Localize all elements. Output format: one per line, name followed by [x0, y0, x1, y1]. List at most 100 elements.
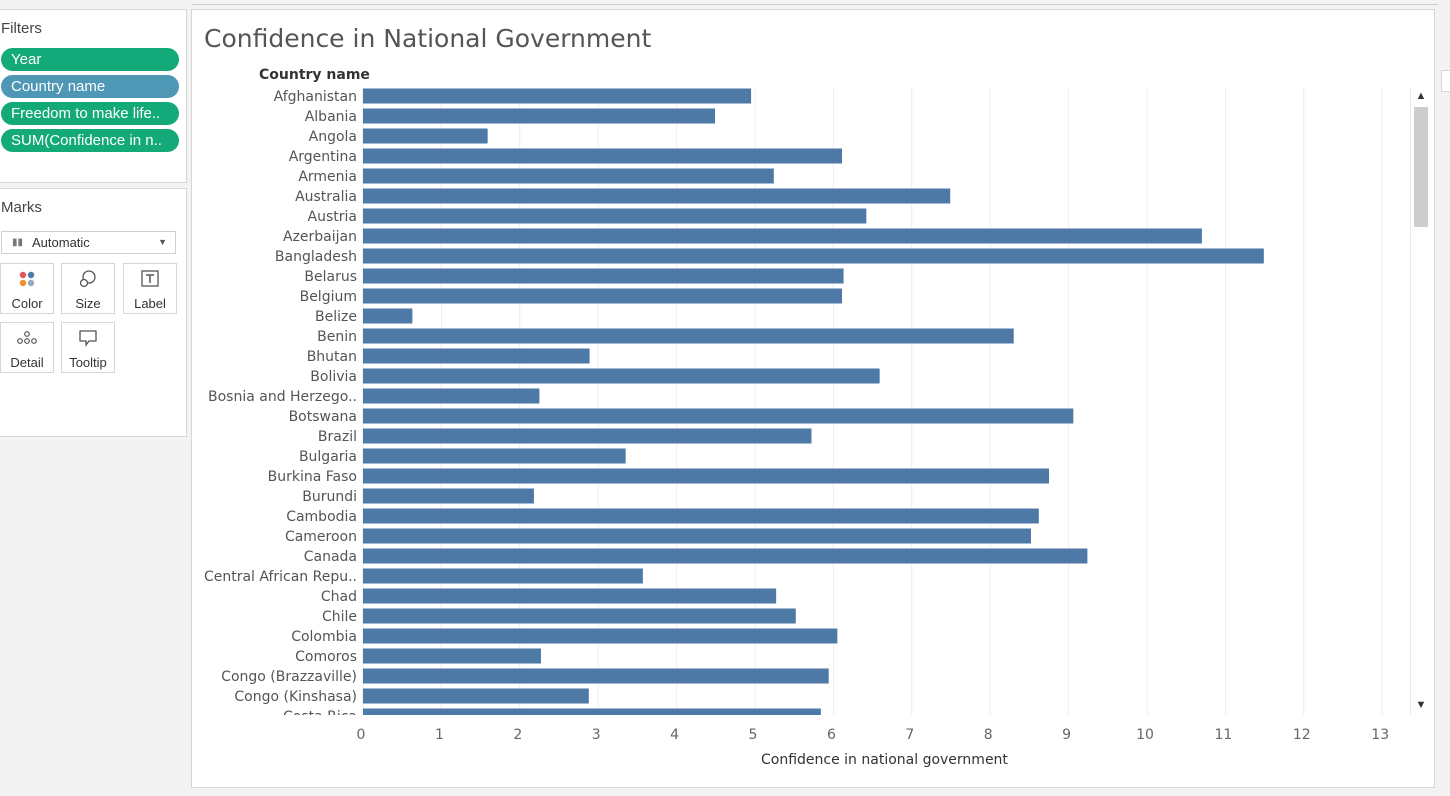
country-label[interactable]: Canada — [304, 549, 357, 565]
x-tick-label: 11 — [1214, 727, 1232, 743]
country-label[interactable]: Comoros — [295, 649, 357, 665]
bar-chile[interactable] — [363, 608, 796, 624]
country-label[interactable]: Costa Rica — [283, 709, 357, 725]
country-label[interactable]: Austria — [308, 209, 357, 225]
page-title: Confidence in National Government — [204, 24, 652, 53]
bar-benin[interactable] — [363, 328, 1014, 344]
country-label[interactable]: Brazil — [318, 429, 357, 445]
country-label[interactable]: Bosnia and Herzego.. — [208, 389, 357, 405]
x-tick-label: 6 — [827, 727, 836, 743]
bar-colombia[interactable] — [363, 628, 838, 644]
country-label[interactable]: Central African Repu.. — [204, 569, 357, 585]
country-label[interactable]: Botswana — [289, 409, 357, 425]
size-label: Size — [75, 296, 101, 311]
bar-central-african-repu-[interactable] — [363, 568, 643, 584]
country-label[interactable]: Burundi — [302, 489, 357, 505]
row-header-label: Country name — [259, 67, 370, 83]
scrollbar-thumb[interactable] — [1414, 107, 1428, 227]
bar-cameroon[interactable] — [363, 528, 1031, 544]
detail-icon — [1, 328, 53, 348]
size-icon — [62, 269, 114, 289]
bar-azerbaijan[interactable] — [363, 228, 1202, 244]
mark-type-dropdown[interactable]: ▮▮ Automatic ▼ — [1, 231, 176, 254]
marks-title: Marks — [1, 199, 42, 216]
country-label[interactable]: Chile — [322, 609, 357, 625]
bar-argentina[interactable] — [363, 148, 843, 164]
country-label[interactable]: Congo (Kinshasa) — [234, 689, 357, 705]
bar-costa-rica[interactable] — [363, 708, 821, 724]
detail-button[interactable]: Detail — [0, 322, 54, 373]
bar-cambodia[interactable] — [363, 508, 1039, 524]
country-label[interactable]: Chad — [321, 589, 357, 605]
color-button[interactable]: Color — [0, 263, 54, 314]
bar-brazil[interactable] — [363, 428, 812, 444]
x-tick-label: 2 — [513, 727, 522, 743]
country-label[interactable]: Belgium — [300, 289, 357, 305]
bar-canada[interactable] — [363, 548, 1088, 564]
chart-view: Confidence in National Government Countr… — [191, 9, 1435, 788]
country-label[interactable]: Belarus — [304, 269, 357, 285]
bar-belarus[interactable] — [363, 268, 844, 284]
bar-bangladesh[interactable] — [363, 248, 1264, 264]
bar-congo-kinshasa-[interactable] — [363, 688, 589, 704]
country-label[interactable]: Australia — [295, 189, 357, 205]
country-label[interactable]: Armenia — [298, 169, 357, 185]
x-tick-label: 8 — [984, 727, 993, 743]
size-button[interactable]: Size — [61, 263, 115, 314]
filter-pill-year[interactable]: Year — [1, 48, 179, 71]
country-label[interactable]: Bulgaria — [299, 449, 357, 465]
mark-type-label: Automatic — [32, 235, 90, 250]
country-label[interactable]: Colombia — [291, 629, 357, 645]
country-label[interactable]: Bolivia — [310, 369, 357, 385]
bar-botswana[interactable] — [363, 408, 1074, 424]
bar-burkina-faso[interactable] — [363, 468, 1049, 484]
country-label[interactable]: Albania — [305, 109, 357, 125]
bar-angola[interactable] — [363, 128, 488, 144]
scroll-up-icon[interactable]: ▲ — [1415, 90, 1427, 102]
bar-burundi[interactable] — [363, 488, 534, 504]
filter-pill-freedom[interactable]: Freedom to make life.. — [1, 102, 179, 125]
label-icon — [124, 269, 176, 289]
country-label[interactable]: Belize — [315, 309, 357, 325]
vertical-scrollbar[interactable]: ▲ ▼ — [1410, 87, 1431, 714]
country-label[interactable]: Congo (Brazzaville) — [221, 669, 357, 685]
bar-australia[interactable] — [363, 188, 951, 204]
tooltip-icon — [62, 328, 114, 348]
bar-bhutan[interactable] — [363, 348, 590, 364]
row-header-country-name[interactable]: Country name — [259, 67, 370, 83]
x-tick-label: 3 — [592, 727, 601, 743]
filter-pill-confidence[interactable]: SUM(Confidence in n.. — [1, 129, 179, 152]
country-label[interactable]: Cameroon — [285, 529, 357, 545]
country-label[interactable]: Benin — [317, 329, 357, 345]
label-button[interactable]: Label — [123, 263, 177, 314]
label-label: Label — [134, 296, 166, 311]
bar-afghanistan[interactable] — [363, 88, 752, 104]
tooltip-button[interactable]: Tooltip — [61, 322, 115, 373]
country-label[interactable]: Argentina — [289, 149, 357, 165]
bar-bosnia-and-herzego-[interactable] — [363, 388, 540, 404]
country-label[interactable]: Azerbaijan — [283, 229, 357, 245]
bar-bulgaria[interactable] — [363, 448, 626, 464]
filters-title: Filters — [1, 20, 42, 37]
country-label[interactable]: Afghanistan — [274, 89, 357, 105]
country-label[interactable]: Cambodia — [286, 509, 357, 525]
bar-belize[interactable] — [363, 308, 413, 324]
bar-armenia[interactable] — [363, 168, 774, 184]
bar-belgium[interactable] — [363, 288, 843, 304]
bar-austria[interactable] — [363, 208, 867, 224]
scroll-down-icon[interactable]: ▼ — [1415, 699, 1427, 711]
bar-comoros[interactable] — [363, 648, 541, 664]
bar-chart: Afghanistan Albania Angola Argentina Armenia… — [204, 87, 1389, 743]
x-tick-label: 13 — [1371, 727, 1389, 743]
bar-bolivia[interactable] — [363, 368, 880, 384]
country-label[interactable]: Angola — [309, 129, 357, 145]
filter-pill-country-name[interactable]: Country name — [1, 75, 179, 98]
country-label[interactable]: Bangladesh — [275, 249, 357, 265]
bar-albania[interactable] — [363, 108, 716, 124]
country-label[interactable]: Burkina Faso — [268, 469, 357, 485]
bar-congo-brazzaville-[interactable] — [363, 668, 829, 684]
country-label[interactable]: Bhutan — [307, 349, 357, 365]
bar-chad[interactable] — [363, 588, 777, 604]
chevron-down-icon: ▼ — [158, 237, 167, 247]
tooltip-label: Tooltip — [69, 355, 107, 370]
